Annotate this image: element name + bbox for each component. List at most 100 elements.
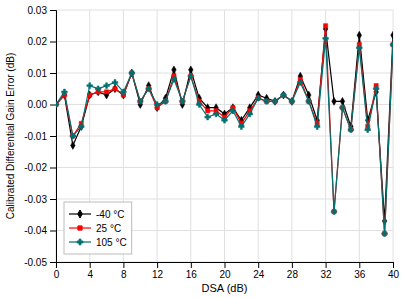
data-point (180, 99, 184, 103)
y-tick: 0.02 (28, 36, 56, 47)
data-point (113, 87, 117, 91)
x-tick-mark (359, 262, 360, 268)
data-point (382, 232, 386, 236)
x-tick: 12 (152, 262, 164, 280)
y-tick: 0.03 (28, 5, 56, 16)
x-tick: 8 (121, 262, 127, 280)
data-point (331, 209, 337, 215)
x-axis-title: DSA (dB) (202, 282, 248, 294)
x-tick-label: 36 (354, 269, 366, 280)
y-tick-mark (50, 262, 56, 263)
y-tick: -0.01 (24, 131, 56, 142)
data-point (189, 74, 193, 78)
x-tick-label: 16 (186, 269, 198, 280)
data-point (113, 85, 118, 93)
y-tick: -0.05 (24, 257, 56, 268)
data-point (56, 102, 58, 106)
data-point (247, 111, 253, 117)
x-tick: 20 (219, 262, 231, 280)
x-tick: 0 (54, 262, 60, 280)
data-point (340, 97, 345, 105)
data-point (297, 80, 303, 86)
legend-label: -40 °C (96, 209, 124, 220)
data-point (373, 86, 379, 92)
data-point (62, 89, 68, 95)
data-point (340, 105, 346, 111)
y-tick-label: -0.02 (24, 162, 47, 173)
data-point (348, 127, 354, 133)
data-point (205, 114, 211, 120)
y-tick-label: -0.05 (24, 257, 47, 268)
data-point (340, 106, 344, 110)
y-tick-label: -0.01 (24, 131, 47, 142)
x-tick-mark (90, 262, 91, 268)
y-tick-mark (50, 136, 56, 137)
data-point (391, 43, 393, 47)
grid-line-y (56, 199, 393, 200)
data-point (163, 99, 169, 105)
data-point (314, 124, 320, 130)
data-point (239, 124, 245, 130)
data-point (306, 99, 312, 105)
data-point (188, 73, 194, 79)
x-tick: 32 (321, 262, 333, 280)
y-tick-mark (50, 105, 56, 106)
x-tick-mark (157, 262, 158, 268)
y-tick-label: 0.03 (28, 5, 48, 16)
x-tick: 16 (186, 262, 198, 280)
data-point (255, 95, 261, 101)
x-tick-mark (225, 262, 226, 268)
data-point (307, 99, 311, 103)
data-point (382, 231, 388, 237)
y-axis-line (50, 11, 57, 263)
data-point (281, 92, 287, 98)
data-point (281, 91, 286, 99)
plot: 0481216202428323640-0.05-0.04-0.03-0.02-… (24, 5, 399, 280)
y-tick-mark (50, 10, 56, 11)
data-point (323, 24, 327, 28)
data-point (206, 109, 210, 113)
legend-item: 105 °C (69, 237, 127, 248)
grid (56, 10, 393, 262)
data-point (154, 102, 160, 108)
x-tick-label: 20 (219, 269, 231, 280)
y-axis: -0.05-0.04-0.03-0.02-0.010.000.010.020.0… (24, 5, 56, 268)
legend-item: -40 °C (69, 209, 124, 220)
x-tick-label: 12 (152, 269, 164, 280)
x-tick-mark (326, 262, 327, 268)
y-tick-mark (50, 168, 56, 169)
data-point (332, 97, 337, 105)
x-tick-mark (258, 262, 259, 268)
data-point (172, 66, 177, 74)
data-point (104, 90, 108, 94)
data-point (137, 99, 143, 105)
legend-label: 25 °C (96, 223, 121, 234)
x-tick-mark (191, 262, 192, 268)
grid-line-y (56, 41, 393, 42)
data-point (264, 99, 270, 105)
x-tick-label: 8 (121, 269, 127, 280)
y-tick: -0.04 (24, 225, 56, 236)
data-point (130, 71, 134, 75)
y-tick-mark (50, 73, 56, 74)
data-point (357, 31, 362, 39)
y-tick: -0.03 (24, 194, 56, 205)
x-tick-mark (292, 262, 293, 268)
data-point (196, 102, 202, 108)
data-point (349, 128, 353, 132)
y-tick: -0.02 (24, 162, 56, 173)
x-tick: 36 (354, 262, 366, 280)
y-tick: 0.01 (28, 68, 56, 79)
legend-frame (64, 202, 132, 254)
data-point (104, 83, 110, 89)
data-point (365, 127, 371, 133)
data-point (163, 99, 167, 103)
y-axis-title: Calibrated Differential Gain Error (dB) (5, 53, 16, 220)
x-tick-label: 24 (253, 269, 265, 280)
x-axis-line (57, 263, 394, 269)
data-point (129, 70, 135, 76)
data-point (273, 97, 278, 105)
grid-line-y (56, 73, 393, 74)
x-tick: 24 (253, 262, 265, 280)
data-point (230, 108, 236, 114)
